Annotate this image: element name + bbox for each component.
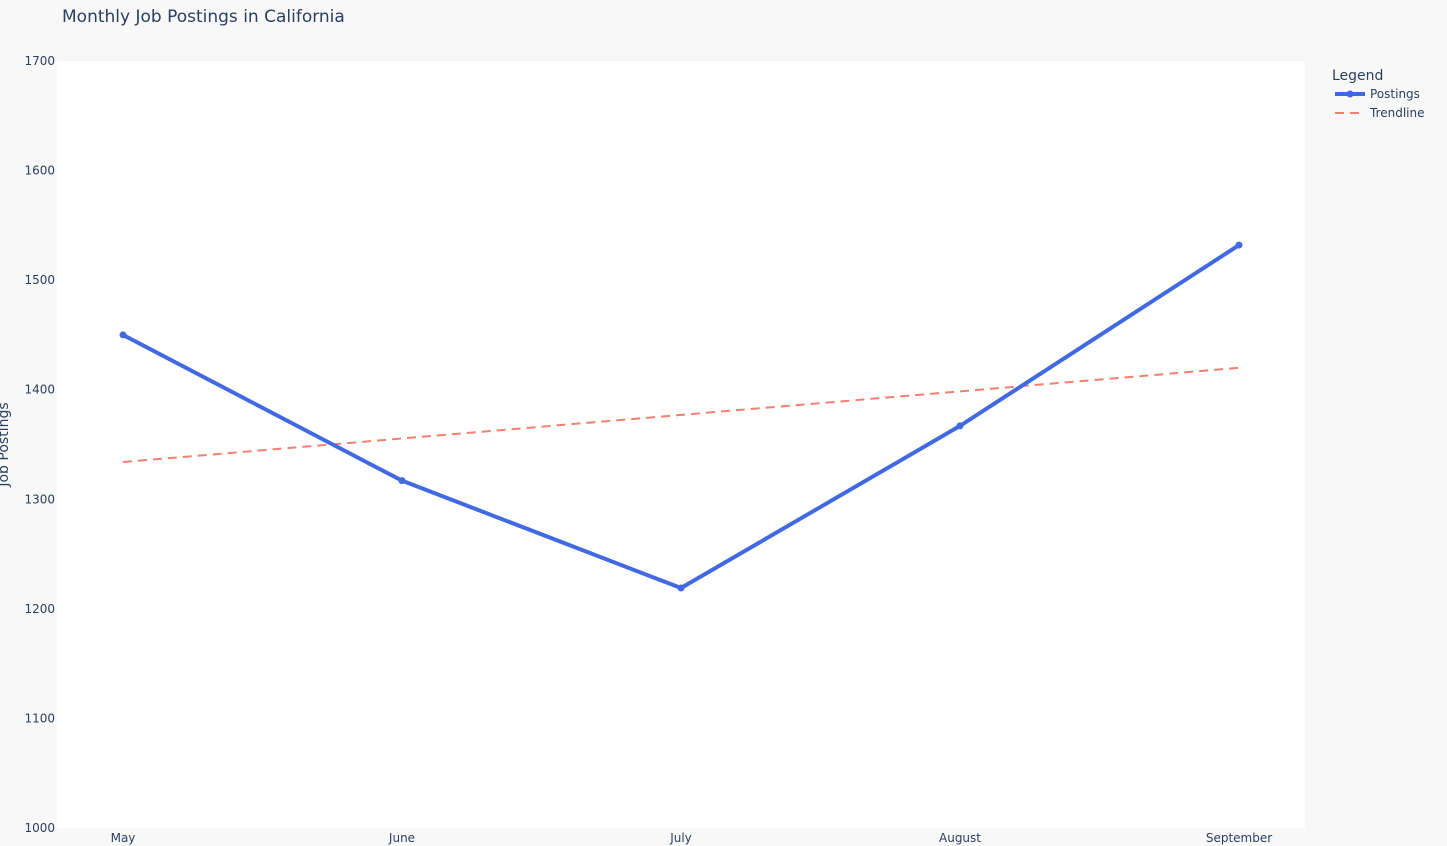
legend-title: Legend xyxy=(1332,68,1383,84)
postings-data-point[interactable] xyxy=(956,422,964,430)
legend-label[interactable]: Trendline xyxy=(1369,106,1425,120)
y-tick-label: 1700 xyxy=(24,54,55,68)
y-tick-label: 1400 xyxy=(24,383,55,397)
y-axis-title: Job Postings xyxy=(0,402,12,487)
y-axis: 1000 1100 1200 1300 1400 1500 1600 1700 xyxy=(24,54,55,835)
postings-data-point[interactable] xyxy=(119,331,127,339)
legend-label[interactable]: Postings xyxy=(1370,87,1420,101)
y-tick-label: 1600 xyxy=(24,164,55,178)
x-tick-label: July xyxy=(669,831,692,845)
x-axis: May June July August September xyxy=(111,831,1273,845)
postings-data-point[interactable] xyxy=(677,584,685,592)
legend-marker xyxy=(1346,90,1354,98)
series-layer xyxy=(119,241,1243,592)
x-tick-label: September xyxy=(1206,831,1272,845)
trendline-series-line[interactable] xyxy=(122,366,1240,464)
x-tick-label: June xyxy=(388,831,415,845)
postings-data-point[interactable] xyxy=(398,477,406,485)
y-tick-label: 1500 xyxy=(24,273,55,287)
legend[interactable]: Legend Postings Trendline xyxy=(1332,68,1425,120)
y-tick-label: 1300 xyxy=(24,492,55,506)
postings-data-point[interactable] xyxy=(1235,241,1243,249)
y-tick-label: 1200 xyxy=(24,602,55,616)
chart-title: Monthly Job Postings in California xyxy=(62,7,345,27)
y-tick-label: 1000 xyxy=(24,821,55,835)
y-tick-label: 1100 xyxy=(24,711,55,725)
plot-area xyxy=(57,61,1305,828)
x-tick-label: May xyxy=(111,831,136,845)
x-tick-label: August xyxy=(939,831,981,845)
